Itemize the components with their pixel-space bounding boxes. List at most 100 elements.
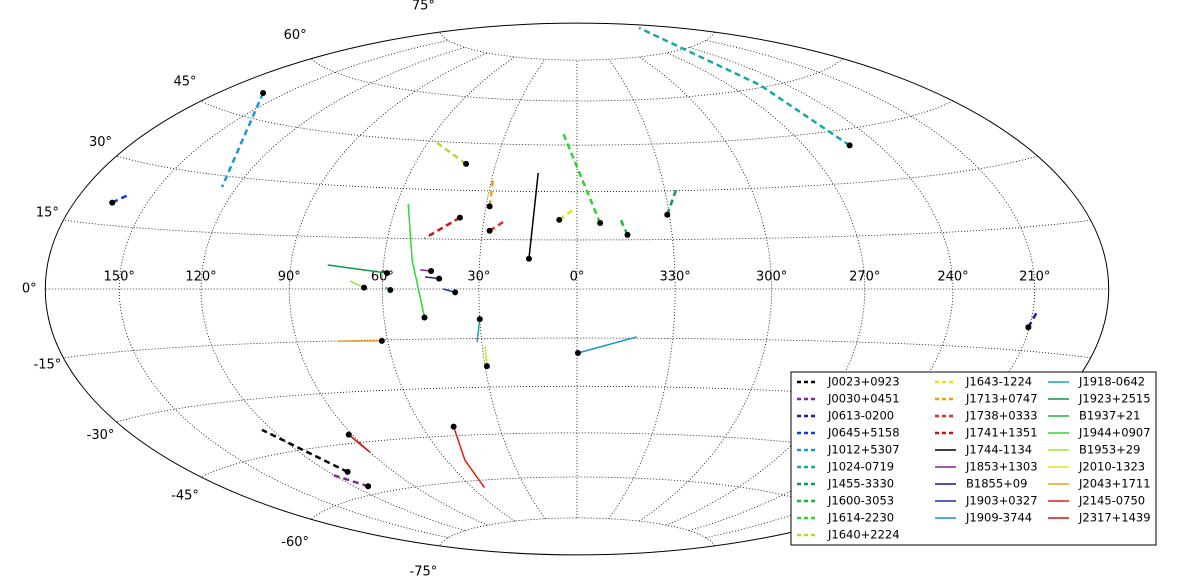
- x-tick-label: 90°: [278, 270, 301, 285]
- y-tick-label: 15°: [36, 206, 59, 221]
- legend-label: J2145-0750: [1078, 494, 1145, 508]
- x-tick-label: 240°: [937, 270, 968, 285]
- position-dot: [365, 483, 372, 490]
- grid-line: [381, 56, 516, 522]
- y-tick-label: -45°: [171, 489, 199, 504]
- legend-label: J1923+2515: [1078, 392, 1151, 406]
- position-dot: [556, 216, 563, 223]
- x-tick-label: 270°: [849, 270, 880, 285]
- y-tick-label: 0°: [22, 282, 37, 297]
- position-dot: [450, 423, 457, 430]
- legend-label: J2010-1323: [1078, 460, 1145, 474]
- track: [432, 138, 467, 165]
- legend: J0023+0923 J0030+0451 J0613-0200 J0645+5158…: [790, 371, 1157, 546]
- legend-label: J1738+0333: [965, 409, 1038, 423]
- legend-label: J0613-0200: [827, 409, 894, 423]
- legend-label: J1713+0747: [965, 392, 1038, 406]
- track: [561, 132, 602, 224]
- y-tick-label: 75°: [412, 0, 435, 14]
- y-tick-label: -75°: [410, 564, 438, 579]
- legend-label: J1600-3053: [827, 494, 894, 508]
- y-tick-label: -15°: [34, 357, 62, 372]
- legend-label: J0645+5158: [827, 426, 900, 440]
- grid-line: [666, 52, 866, 526]
- position-dot: [345, 431, 352, 438]
- grid-line: [288, 52, 488, 526]
- legend-label: J1614-2230: [827, 511, 894, 525]
- track: [261, 428, 349, 474]
- position-dot: [664, 211, 671, 218]
- legend-label: J2317+1439: [1078, 511, 1151, 525]
- track: [220, 92, 265, 188]
- track: [476, 318, 481, 343]
- legend-label: J0023+0923: [827, 375, 900, 389]
- grid-line: [118, 39, 449, 539]
- legend-box: [790, 371, 1157, 546]
- position-dot: [436, 275, 443, 282]
- position-dot: [378, 337, 385, 344]
- legend-label: J1944+0907: [1078, 426, 1151, 440]
- track: [327, 264, 388, 274]
- x-tick-label: 300°: [756, 270, 787, 285]
- y-tick-label: -60°: [281, 535, 309, 550]
- legend-label: J1643-1224: [965, 375, 1032, 389]
- legend-label: B1937+21: [1079, 409, 1140, 423]
- position-dot: [1025, 324, 1032, 331]
- legend-label: J1918-0642: [1078, 375, 1145, 389]
- position-dot: [483, 363, 490, 370]
- track: [484, 345, 488, 367]
- x-tick-label: 120°: [185, 270, 216, 285]
- track: [424, 216, 461, 240]
- grid-line: [200, 46, 465, 532]
- x-tick-label: 330°: [659, 270, 690, 285]
- track: [488, 219, 506, 232]
- position-dot: [383, 270, 390, 277]
- x-tick-label: 210°: [1019, 270, 1050, 285]
- y-tick-label: 45°: [173, 74, 196, 89]
- x-tick-label: 30°: [467, 270, 490, 285]
- grid-line: [63, 219, 1091, 241]
- position-dot: [428, 267, 435, 274]
- position-dot: [846, 142, 853, 149]
- track: [332, 473, 369, 488]
- position-dot: [486, 203, 493, 210]
- position-dot: [476, 316, 483, 323]
- position-dot: [109, 199, 116, 206]
- position-dot: [361, 284, 368, 291]
- position-dot: [456, 214, 463, 221]
- legend-label: J1903+0327: [965, 494, 1038, 508]
- legend-label: B1855+09: [966, 477, 1027, 491]
- legend-label: J2043+1711: [1078, 477, 1151, 491]
- position-dot: [597, 220, 604, 227]
- position-dot: [452, 289, 459, 296]
- x-tick-label: 150°: [104, 270, 135, 285]
- position-dot: [387, 287, 394, 294]
- legend-label: J1024-0719: [827, 460, 894, 474]
- position-dot: [624, 231, 631, 238]
- grid: [45, 31, 1109, 547]
- track: [488, 177, 495, 207]
- legend-label: J1455-3330: [827, 477, 894, 491]
- track: [666, 186, 679, 216]
- position-dot: [525, 255, 532, 262]
- track: [407, 203, 426, 318]
- grid-line: [116, 155, 1038, 193]
- position-dot: [486, 227, 493, 234]
- grid-line: [439, 517, 715, 547]
- grid-line: [63, 337, 1091, 359]
- y-tick-label: -30°: [87, 428, 115, 443]
- track: [577, 336, 637, 354]
- grid-line: [439, 31, 715, 61]
- track: [638, 26, 851, 147]
- grid-line: [705, 39, 1036, 539]
- legend-label: J1853+1303: [965, 460, 1038, 474]
- legend-label: B1953+29: [1079, 443, 1140, 457]
- position-dot: [344, 468, 351, 475]
- track: [528, 172, 539, 259]
- track: [452, 426, 486, 489]
- legend-label: J1640+2224: [827, 528, 900, 542]
- y-tick-label: 60°: [284, 28, 307, 43]
- grid-line: [310, 476, 844, 520]
- position-dot: [421, 314, 428, 321]
